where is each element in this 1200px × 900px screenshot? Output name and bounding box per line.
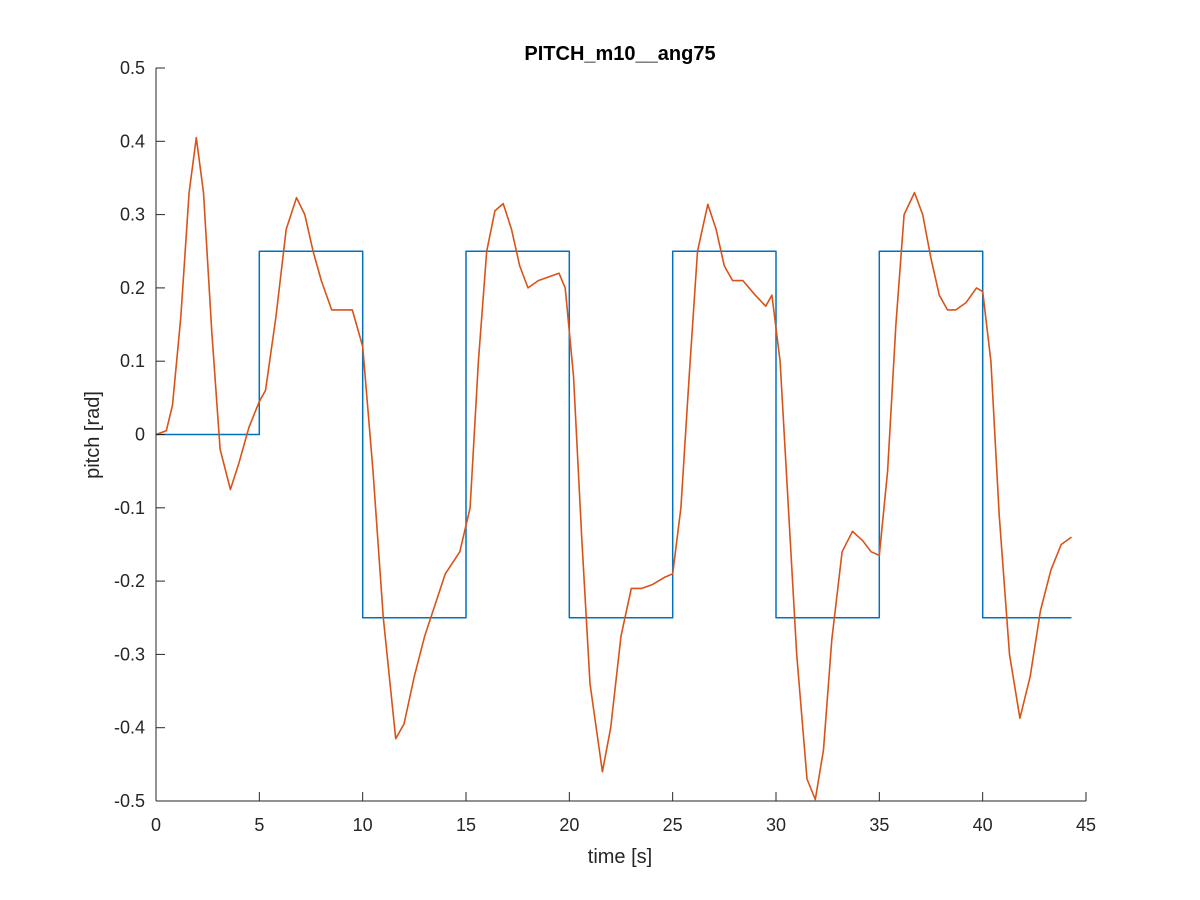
- x-tick-label: 30: [766, 815, 786, 835]
- x-tick-label: 35: [869, 815, 889, 835]
- series-pitch-line: [155, 136, 1072, 801]
- y-tick-label: -0.1: [114, 498, 145, 518]
- x-tick-label: 25: [663, 815, 683, 835]
- x-tick-label: 45: [1076, 815, 1096, 835]
- y-tick-label: 0: [135, 425, 145, 445]
- plot-area: 0 5 10 15 20 25 30 35 40 45 -0.5 -0.4 -0.3 -0.2 -0.1 0 0…: [114, 58, 1096, 835]
- chart-title: PITCH_m10__ang75: [524, 43, 715, 65]
- y-tick-label: 0.2: [120, 278, 145, 298]
- y-tick-label: -0.5: [114, 791, 145, 811]
- x-tick-label: 0: [151, 815, 161, 835]
- x-tick-label: 5: [254, 815, 264, 835]
- series-reference-line: [156, 250, 1072, 619]
- y-tick-label: 0.5: [120, 58, 145, 78]
- y-tick-label: 0.4: [120, 131, 145, 151]
- y-axis-label: pitch [rad]: [82, 391, 104, 479]
- y-tick-label: 0.1: [120, 351, 145, 371]
- series-layer: [155, 136, 1072, 801]
- y-tick-label: -0.3: [114, 644, 145, 664]
- y-tick-label: -0.2: [114, 571, 145, 591]
- x-tick-label: 15: [456, 815, 476, 835]
- y-tick-label: 0.3: [120, 205, 145, 225]
- x-tick-label: 10: [353, 815, 373, 835]
- x-tick-label: 20: [559, 815, 579, 835]
- x-axis-label: time [s]: [588, 846, 652, 868]
- x-tick-label: 40: [973, 815, 993, 835]
- axes-layer: 0 5 10 15 20 25 30 35 40 45 -0.5 -0.4 -0.3 -0.2 -0.1 0 0…: [114, 58, 1096, 835]
- y-tick-label: -0.4: [114, 718, 145, 738]
